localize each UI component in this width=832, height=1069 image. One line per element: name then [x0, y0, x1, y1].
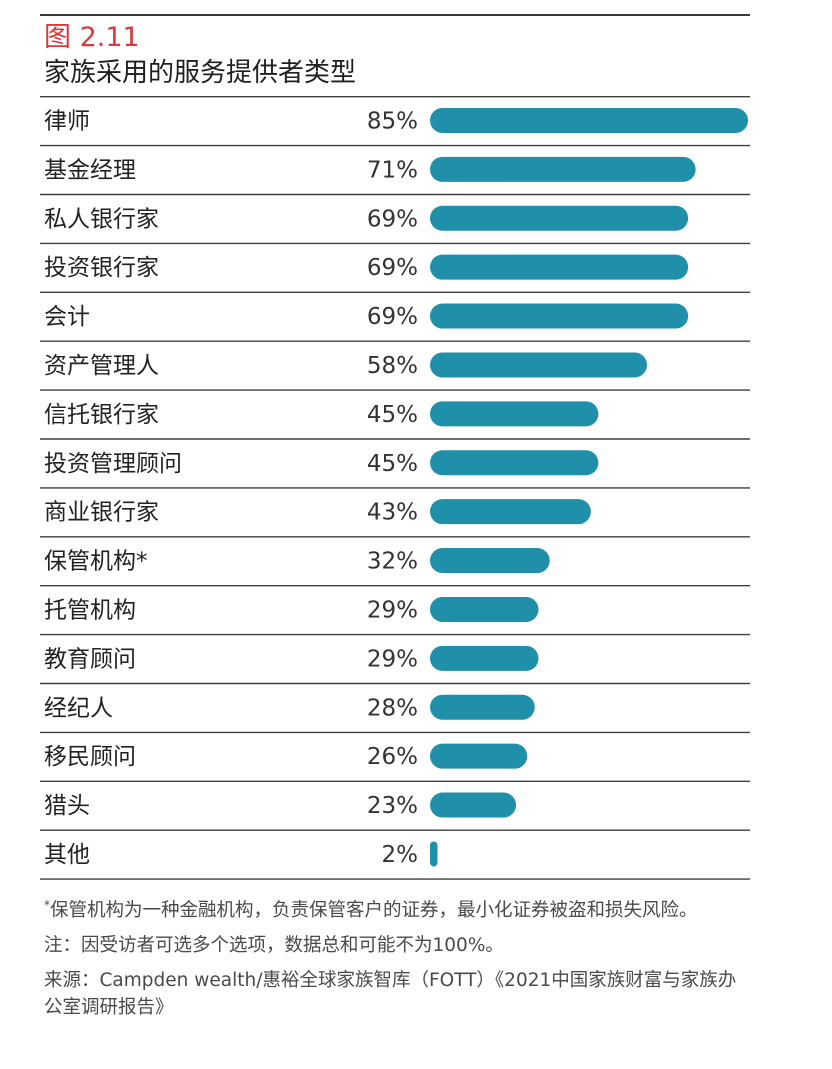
bar	[430, 401, 599, 427]
bar	[430, 156, 696, 182]
bar	[430, 841, 438, 867]
bar	[430, 645, 539, 671]
category-label: 移民顾问	[44, 744, 136, 770]
value-label: 29%	[367, 646, 418, 672]
bar	[430, 548, 550, 574]
category-label: 投资银行家	[44, 255, 159, 281]
category-label: 保管机构*	[44, 549, 148, 575]
category-label: 会计	[44, 304, 90, 330]
category-label: 基金经理	[44, 157, 136, 183]
figure-title: 家族采用的服务提供者类型	[44, 58, 357, 88]
value-label: 69%	[367, 206, 418, 232]
value-label: 85%	[367, 108, 418, 134]
value-label: 69%	[367, 255, 418, 281]
value-label: 69%	[367, 304, 418, 330]
bar	[430, 694, 535, 720]
top-rule	[40, 14, 750, 16]
asterisk-mark: *	[44, 898, 50, 912]
value-label: 43%	[367, 500, 418, 526]
bar	[430, 303, 689, 329]
bar	[430, 254, 689, 280]
value-label: 28%	[367, 695, 418, 721]
value-label: 29%	[367, 597, 418, 623]
category-label: 经纪人	[44, 695, 113, 721]
value-label: 2%	[382, 842, 419, 868]
asterisk-note: *保管机构为一种金融机构，负责保管客户的证券，最小化证券被盗和损失风险。	[44, 892, 744, 924]
bar	[430, 743, 528, 769]
value-label: 26%	[367, 744, 418, 770]
bar-chart: 律师 85% 基金经理 71% 私人银行家 69% 投资银行家 69% 会计 69% 资产管理人 58…	[40, 95, 750, 880]
bar	[430, 450, 599, 476]
bar	[430, 107, 748, 133]
category-label: 托管机构	[44, 597, 136, 623]
asterisk-note-text: 保管机构为一种金融机构，负责保管客户的证券，最小化证券被盗和损失风险。	[50, 900, 698, 922]
value-label: 71%	[367, 157, 418, 183]
survey-note: 注：因受访者可选多个选项，数据总和可能不为100%。	[44, 935, 504, 957]
notes-section: *保管机构为一种金融机构，负责保管客户的证券，最小化证券被盗和损失风险。 注：因…	[44, 892, 744, 1029]
value-label: 23%	[367, 793, 418, 819]
category-label: 律师	[44, 108, 90, 134]
category-label: 投资管理顾问	[44, 451, 182, 477]
bar	[430, 205, 689, 231]
value-label: 58%	[367, 353, 418, 379]
bar	[430, 596, 539, 622]
value-label: 32%	[367, 549, 418, 575]
bar	[430, 792, 517, 818]
category-label: 其他	[44, 842, 90, 868]
bar	[430, 499, 591, 525]
category-label: 私人银行家	[44, 206, 159, 232]
category-label: 商业银行家	[44, 500, 159, 526]
value-label: 45%	[367, 402, 418, 428]
source-note: 来源：Campden wealth/惠裕全球家族智库（FOTT）《2021中国家…	[44, 970, 737, 1019]
category-label: 猎头	[44, 793, 90, 819]
category-label: 信托银行家	[44, 402, 159, 428]
value-label: 45%	[367, 451, 418, 477]
category-label: 资产管理人	[44, 353, 159, 379]
figure-number: 图 2.11	[44, 22, 140, 53]
bar	[430, 352, 647, 378]
category-label: 教育顾问	[44, 646, 136, 672]
